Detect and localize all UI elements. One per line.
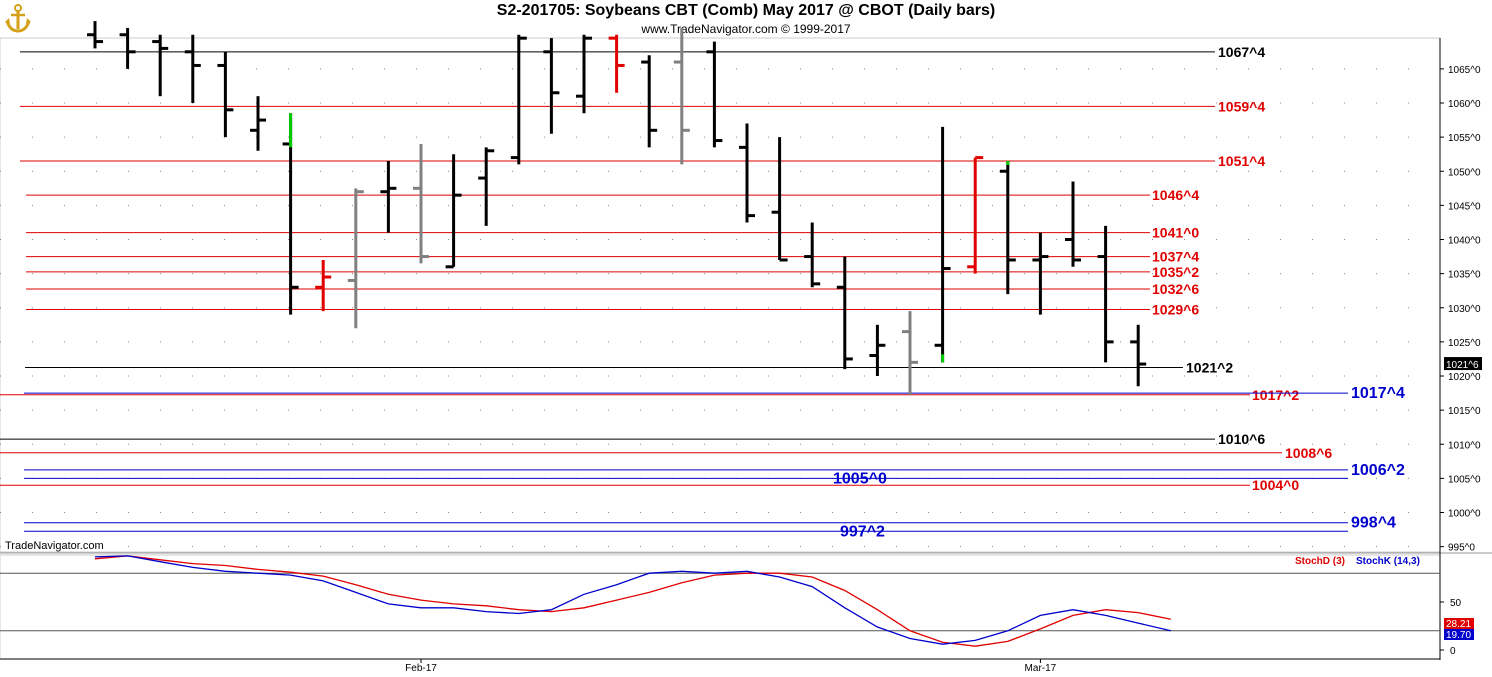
level-label: 1059^4 xyxy=(1218,98,1265,114)
ohlc-bar xyxy=(1032,232,1049,315)
level-label: 1005^0 xyxy=(833,470,887,487)
level-label: 1041^0 xyxy=(1152,225,1199,241)
ohlc-bar xyxy=(478,147,495,226)
y-tick-label: 1030^0 xyxy=(1448,304,1481,315)
level-label: 1067^4 xyxy=(1218,44,1265,60)
stoch-k-line xyxy=(94,555,1171,645)
ohlc-bar xyxy=(347,188,364,329)
grid-layer xyxy=(0,37,1492,660)
ohlc-bar xyxy=(282,113,299,315)
watermark-text: TradeNavigator.com xyxy=(5,540,104,552)
level-label: 1029^6 xyxy=(1152,301,1199,317)
stoch-y-label: 0 xyxy=(1450,646,1456,657)
ohlc-bar xyxy=(543,38,560,134)
level-label: 1004^0 xyxy=(1252,477,1299,493)
level-label: 1035^2 xyxy=(1152,264,1199,280)
ohlc-bar xyxy=(184,34,201,103)
level-label: 1017^4 xyxy=(1351,385,1405,402)
ohlc-bar xyxy=(999,161,1016,295)
level-label: 998^4 xyxy=(1351,515,1396,532)
ohlc-bar xyxy=(739,123,755,223)
ohlc-bar xyxy=(804,222,821,288)
ohlc-bar xyxy=(608,34,625,93)
ohlc-bar xyxy=(706,41,723,148)
ohlc-bar xyxy=(413,143,429,264)
stoch-d-line xyxy=(94,555,1171,647)
y-tick-label: 1010^0 xyxy=(1448,440,1481,451)
y-tick-label: 1060^0 xyxy=(1448,99,1481,110)
level-label: 1017^2 xyxy=(1252,387,1299,403)
stoch-d-box xyxy=(1444,618,1474,629)
ohlc-bar xyxy=(836,256,853,370)
stoch-k-value: 19.70 xyxy=(1446,630,1471,641)
chart-title: S2-201705: Soybeans CBT (Comb) May 2017 … xyxy=(496,2,996,19)
legend-stochd: StochD (3) xyxy=(1295,556,1345,567)
x-tick-label: Mar-17 xyxy=(1025,663,1057,674)
y-tick-label: 1040^0 xyxy=(1448,236,1481,247)
y-tick-label: 1025^0 xyxy=(1448,338,1481,349)
last-price-box xyxy=(1444,357,1482,371)
ohlc-bar xyxy=(445,154,462,269)
y-tick-label: 1000^0 xyxy=(1448,509,1481,520)
ohlc-bar xyxy=(315,259,332,312)
ohlc-bar xyxy=(641,55,658,148)
level-label: 1037^4 xyxy=(1152,249,1199,265)
ohlc-bar xyxy=(380,161,397,233)
ohlc-bar xyxy=(87,21,103,49)
ohlc-bar xyxy=(967,156,984,274)
y-tick-label: 995^0 xyxy=(1448,543,1475,554)
anchor-icon xyxy=(4,3,32,33)
level-label: 1046^4 xyxy=(1152,187,1199,203)
price-bars xyxy=(87,21,1147,395)
price-axis: 995^0 1000^0 1005^0 1010^0 1015^0 1020^0 1025^… xyxy=(405,65,1482,674)
ohlc-bar xyxy=(1130,324,1147,387)
y-tick-label: 1045^0 xyxy=(1448,201,1481,212)
x-tick-label: Feb-17 xyxy=(405,663,437,674)
level-label: 1051^4 xyxy=(1218,153,1265,169)
price-levels: 1067^4 1059^4 1051^4 1046^4 1041^0 1037^41035… xyxy=(0,44,1405,540)
ohlc-bar xyxy=(119,27,136,69)
ohlc-bar xyxy=(771,137,788,262)
ohlc-bar xyxy=(869,324,886,376)
ohlc-bar xyxy=(1097,225,1114,363)
legend-stochk: StochK (14,3) xyxy=(1356,556,1420,567)
ohlc-bar xyxy=(673,27,690,165)
ohlc-bar xyxy=(250,96,266,151)
ohlc-bar xyxy=(1065,181,1081,267)
level-label: 997^2 xyxy=(840,523,885,540)
last-price-label: 1021^6 xyxy=(1446,360,1479,371)
ohlc-bar xyxy=(152,34,169,97)
y-tick-label: 1015^0 xyxy=(1448,406,1481,417)
level-label: 1021^2 xyxy=(1186,359,1233,375)
y-tick-label: 1005^0 xyxy=(1448,474,1481,485)
chart-subtitle: www.TradeNavigator.com © 1999-2017 xyxy=(641,22,851,36)
y-tick-label: 1020^0 xyxy=(1448,372,1481,383)
ohlc-bar xyxy=(217,51,234,138)
stoch-k-box xyxy=(1444,629,1474,640)
ohlc-bar xyxy=(576,34,592,114)
level-label: 1006^2 xyxy=(1351,462,1405,479)
stoch-d-value: 28.21 xyxy=(1446,619,1471,630)
ohlc-bar xyxy=(934,126,951,363)
y-tick-label: 1050^0 xyxy=(1448,167,1481,178)
ohlc-bar xyxy=(902,311,918,395)
y-tick-label: 1055^0 xyxy=(1448,133,1481,144)
price-panel-frame xyxy=(0,37,1441,553)
y-tick-label: 1035^0 xyxy=(1448,270,1481,281)
level-label: 1032^6 xyxy=(1152,281,1199,297)
level-label: 1008^6 xyxy=(1285,445,1332,461)
y-tick-label: 1065^0 xyxy=(1448,65,1481,76)
chart-header: S2-201705: Soybeans CBT (Comb) May 2017 … xyxy=(0,0,1492,38)
level-label: 1010^6 xyxy=(1218,431,1265,447)
stoch-y-label: 50 xyxy=(1450,598,1462,609)
ohlc-bar xyxy=(510,34,527,165)
